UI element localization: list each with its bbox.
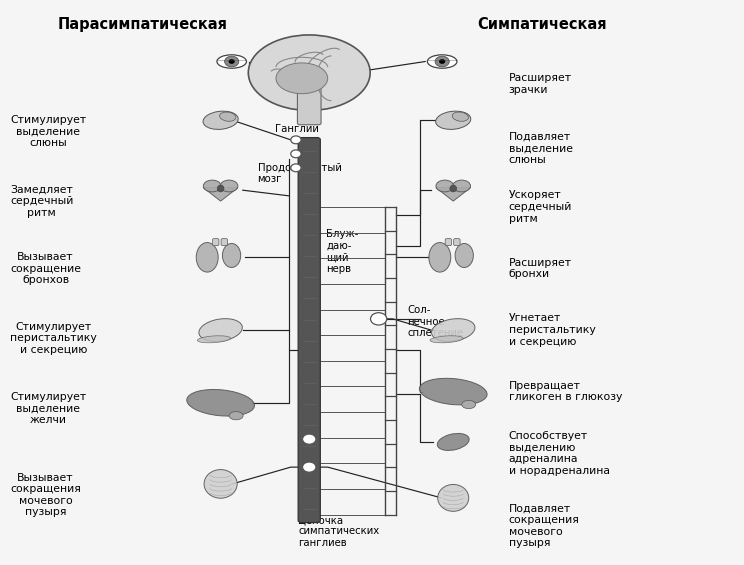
Text: Блуж-
даю-
щий
нерв: Блуж- даю- щий нерв (326, 229, 359, 274)
Text: Цепочка
симпатических
ганглиев: Цепочка симпатических ганглиев (298, 515, 379, 548)
Ellipse shape (430, 336, 463, 343)
Ellipse shape (229, 411, 243, 420)
Polygon shape (203, 188, 238, 201)
Ellipse shape (203, 111, 238, 129)
Ellipse shape (437, 484, 469, 511)
Ellipse shape (429, 242, 451, 272)
Ellipse shape (203, 180, 221, 192)
Ellipse shape (420, 379, 487, 405)
Text: Ускоряет
сердечный
ритм: Ускоряет сердечный ритм (509, 190, 572, 224)
Ellipse shape (197, 336, 231, 343)
Text: Расширяет
бронхи: Расширяет бронхи (509, 258, 571, 279)
Ellipse shape (436, 180, 454, 192)
Text: Замедляет
сердечный
ритм: Замедляет сердечный ритм (10, 185, 74, 218)
Ellipse shape (199, 319, 243, 341)
Circle shape (371, 312, 387, 325)
Ellipse shape (462, 401, 475, 408)
Ellipse shape (455, 244, 473, 267)
Text: Способствует
выделению
адреналина
и норадреналина: Способствует выделению адреналина и нора… (509, 431, 609, 476)
Text: Парасимпатическая: Парасимпатическая (58, 17, 228, 32)
Ellipse shape (217, 185, 224, 192)
Ellipse shape (217, 55, 246, 68)
Text: Вызывает
сокращения
мочевого
пузыря: Вызывает сокращения мочевого пузыря (10, 473, 81, 518)
Text: Стимулирует
выделение
слюны: Стимулирует выделение слюны (10, 115, 86, 148)
Text: Сол-
нечное
сплетение: Сол- нечное сплетение (408, 305, 464, 338)
Text: Подавляет
выделение
слюны: Подавляет выделение слюны (509, 132, 573, 165)
Ellipse shape (452, 112, 469, 121)
Text: Превращает
гликоген в глюкозу: Превращает гликоген в глюкозу (509, 381, 622, 402)
Ellipse shape (276, 63, 327, 94)
Text: Продолговатый
мозг: Продолговатый мозг (257, 163, 341, 184)
Ellipse shape (225, 56, 239, 67)
Circle shape (291, 164, 301, 172)
Ellipse shape (196, 242, 218, 272)
Ellipse shape (187, 389, 254, 416)
Text: Расширяет
зрачки: Расширяет зрачки (509, 73, 571, 95)
FancyBboxPatch shape (213, 238, 219, 246)
Circle shape (291, 150, 301, 158)
Circle shape (291, 136, 301, 144)
FancyBboxPatch shape (445, 238, 452, 246)
Text: Симпатическая: Симпатическая (477, 17, 606, 32)
Ellipse shape (453, 180, 470, 192)
FancyBboxPatch shape (454, 238, 460, 246)
Ellipse shape (248, 35, 371, 111)
Text: Стимулирует
выделение
желчи: Стимулирует выделение желчи (10, 392, 86, 425)
Ellipse shape (437, 433, 469, 450)
Ellipse shape (204, 470, 237, 498)
Ellipse shape (219, 112, 236, 121)
Ellipse shape (450, 185, 457, 192)
Circle shape (303, 434, 316, 444)
Ellipse shape (436, 111, 471, 129)
FancyBboxPatch shape (298, 138, 321, 523)
Ellipse shape (435, 56, 449, 67)
Text: Угнетает
перистальтику
и секрецию: Угнетает перистальтику и секрецию (509, 314, 595, 347)
Ellipse shape (432, 319, 475, 341)
Ellipse shape (427, 55, 457, 68)
Ellipse shape (439, 59, 445, 64)
FancyBboxPatch shape (298, 88, 321, 125)
FancyBboxPatch shape (221, 238, 228, 246)
Text: Вызывает
сокращение
бронхов: Вызывает сокращение бронхов (10, 252, 81, 285)
Text: Подавляет
сокращения
мочевого
пузыря: Подавляет сокращения мочевого пузыря (509, 503, 580, 548)
Text: Стимулирует
перистальтику
и секрецию: Стимулирует перистальтику и секрецию (10, 322, 97, 355)
Ellipse shape (222, 244, 241, 267)
Ellipse shape (228, 59, 235, 64)
Polygon shape (436, 188, 470, 201)
Ellipse shape (220, 180, 238, 192)
Text: Ганглий: Ганглий (275, 124, 318, 134)
Circle shape (303, 462, 316, 472)
